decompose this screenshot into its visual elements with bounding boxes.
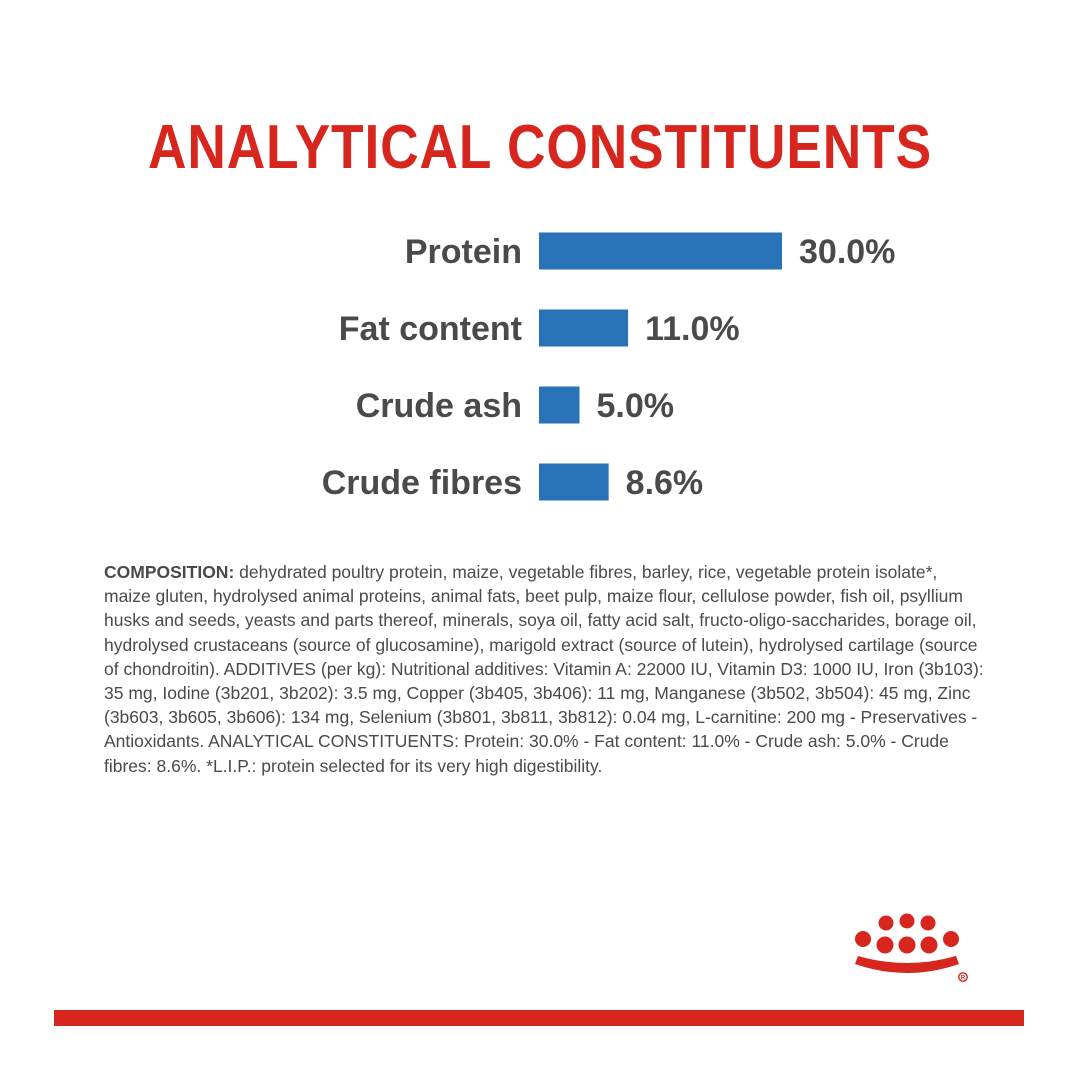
bar-label-3: Crude fibres xyxy=(322,464,522,502)
bar-3 xyxy=(539,463,609,501)
bar-label-2: Crude ash xyxy=(356,387,522,425)
bottom-rule xyxy=(54,1010,1024,1026)
bar-value-2: 5.0% xyxy=(597,387,675,425)
bar-label-0: Protein xyxy=(405,233,522,271)
bar-value-3: 8.6% xyxy=(626,464,704,502)
svg-text:R: R xyxy=(961,976,966,982)
bar-value-0: 30.0% xyxy=(799,233,895,271)
analytical-constituents-chart: Protein 30.0% Fat content 11.0% Crude ash 5.0… xyxy=(322,232,895,502)
bar-0 xyxy=(539,232,782,270)
crown-logo-icon: R xyxy=(855,913,968,982)
bar-value-1: 11.0% xyxy=(645,310,740,348)
composition-body: dehydrated poultry protein, maize, veget… xyxy=(104,562,984,776)
composition-lead: COMPOSITION: xyxy=(104,562,235,582)
bar-label-1: Fat content xyxy=(339,310,522,348)
bar-1 xyxy=(539,309,629,347)
bar-2 xyxy=(539,386,580,424)
page-title: ANALYTICAL CONSTITUENTS xyxy=(147,113,933,182)
composition-text: COMPOSITION: dehydrated poultry protein,… xyxy=(104,560,984,778)
